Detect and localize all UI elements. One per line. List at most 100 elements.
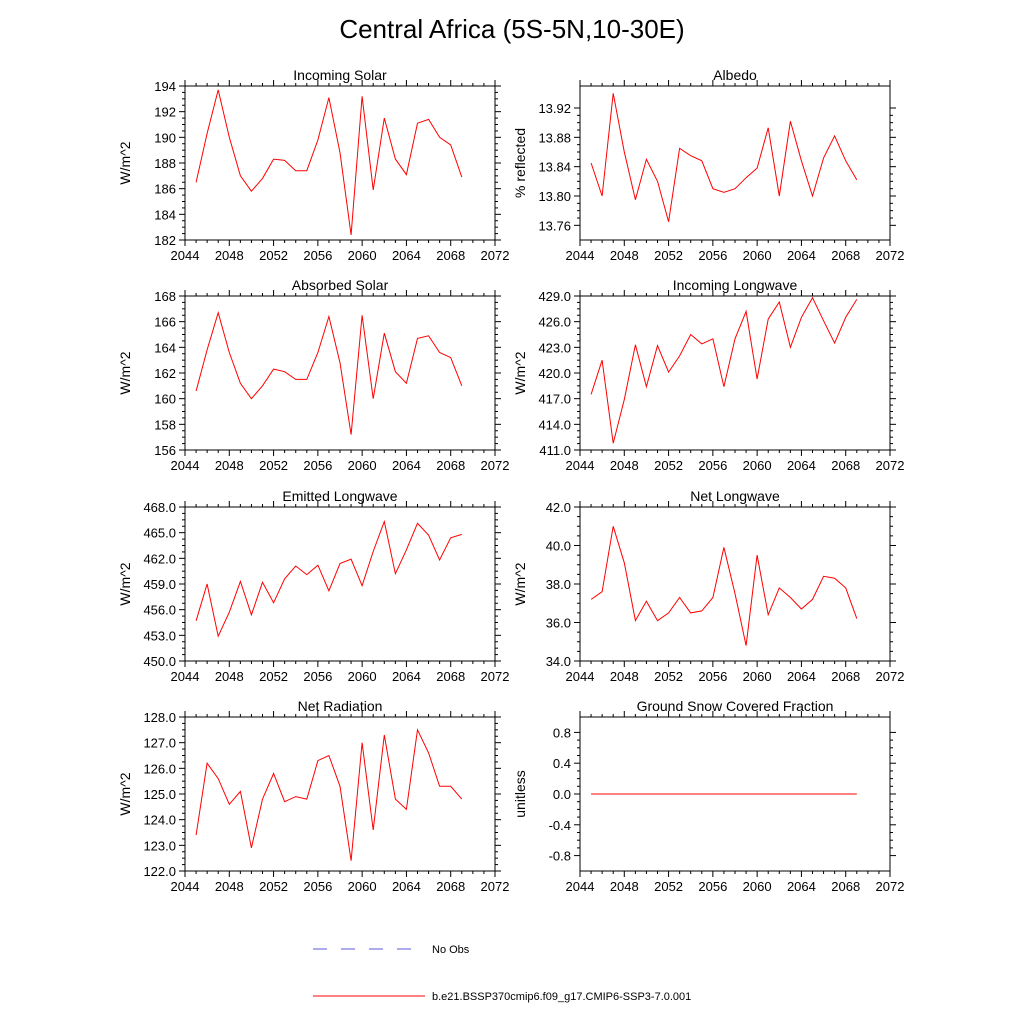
- plot-frame: [184, 85, 496, 241]
- x-tick-label: 2064: [392, 458, 421, 473]
- series-line: [590, 526, 858, 646]
- y-tick-label: 38.0: [546, 577, 571, 592]
- x-tick-label: 2052: [654, 879, 683, 894]
- y-tick-label: 417.0: [538, 392, 571, 407]
- y-tick-label: 188: [154, 156, 176, 171]
- y-tick-label: 0.0: [553, 787, 571, 802]
- legend: No Obs b.e21.BSSP370cmip6.f09_g17.CMIP6-…: [313, 944, 691, 1003]
- x-tick-label: 2064: [392, 248, 421, 263]
- y-tick-label: 128.0: [143, 710, 176, 725]
- series-line: [590, 296, 858, 444]
- x-tick-label: 2044: [566, 458, 595, 473]
- y-tick-label: 42.0: [546, 500, 571, 515]
- y-axis-label: % reflected: [512, 128, 528, 198]
- chart-panel: Ground Snow Covered Fraction unitless 2044…: [512, 698, 904, 894]
- chart-panel: Emitted Longwave W/m^2 2044 2048 2052 2056 206…: [117, 488, 509, 684]
- series-line: [195, 310, 463, 435]
- x-tick-label: 2048: [215, 458, 244, 473]
- x-tick-label: 2052: [654, 248, 683, 263]
- x-tick-label: 2044: [171, 248, 200, 263]
- y-axis-label: W/m^2: [117, 141, 133, 184]
- y-tick-label: 468.0: [143, 500, 176, 515]
- y-tick-label: 162: [154, 366, 176, 381]
- y-tick-label: 168: [154, 289, 176, 304]
- x-tick-label: 2044: [566, 248, 595, 263]
- y-tick-label: 182: [154, 233, 176, 248]
- y-tick-label: 160: [154, 392, 176, 407]
- x-tick-label: 2052: [259, 248, 288, 263]
- x-tick-label: 2064: [392, 669, 421, 684]
- chart-panel: Incoming Longwave W/m^2 2044 2048 2052 2056 20…: [512, 277, 904, 473]
- y-tick-label: 122.0: [143, 864, 176, 879]
- x-tick-label: 2072: [876, 669, 905, 684]
- y-tick-label: 453.0: [143, 628, 176, 643]
- x-tick-label: 2068: [831, 458, 860, 473]
- plot-frame: [184, 295, 496, 451]
- y-tick-label: 13.84: [538, 160, 571, 175]
- x-tick-label: 2044: [171, 879, 200, 894]
- x-tick-label: 2056: [698, 669, 727, 684]
- chart-panels: Incoming Solar W/m^2 2044 2048 2052 2056 2060 2…: [117, 67, 904, 894]
- y-tick-label: 13.80: [538, 189, 571, 204]
- chart-panel: Albedo % reflected 2044 2048 2052 2056 2060 206…: [512, 67, 904, 263]
- plot-frame: [184, 716, 496, 872]
- panel-title: Albedo: [713, 67, 757, 83]
- y-tick-label: 34.0: [546, 654, 571, 669]
- y-tick-label: 13.76: [538, 218, 571, 233]
- x-tick-label: 2060: [348, 248, 377, 263]
- y-tick-label: 194: [154, 79, 176, 94]
- y-tick-label: 158: [154, 417, 176, 432]
- x-tick-label: 2044: [171, 669, 200, 684]
- y-tick-label: 462.0: [143, 551, 176, 566]
- panel-title: Net Radiation: [298, 698, 383, 714]
- y-tick-label: 186: [154, 182, 176, 197]
- x-tick-label: 2048: [610, 879, 639, 894]
- panel-title: Incoming Solar: [293, 67, 387, 83]
- y-tick-label: 124.0: [143, 813, 176, 828]
- y-axis-label: W/m^2: [117, 562, 133, 605]
- y-axis-label: W/m^2: [512, 351, 528, 394]
- x-tick-label: 2064: [787, 879, 816, 894]
- panel-title: Incoming Longwave: [673, 277, 798, 293]
- x-tick-label: 2044: [171, 458, 200, 473]
- x-tick-label: 2044: [566, 669, 595, 684]
- x-tick-label: 2056: [698, 248, 727, 263]
- x-tick-label: 2060: [348, 669, 377, 684]
- plot-frame: [184, 506, 496, 662]
- x-tick-label: 2056: [303, 248, 332, 263]
- x-tick-label: 2072: [876, 879, 905, 894]
- x-tick-label: 2068: [436, 248, 465, 263]
- panel-title: Emitted Longwave: [282, 488, 397, 504]
- plot-frame: [579, 295, 891, 451]
- page-title: Central Africa (5S-5N,10-30E): [339, 14, 685, 44]
- y-tick-label: 456.0: [143, 603, 176, 618]
- x-tick-label: 2068: [436, 458, 465, 473]
- x-tick-label: 2068: [436, 669, 465, 684]
- y-tick-label: 126.0: [143, 761, 176, 776]
- x-tick-label: 2052: [654, 669, 683, 684]
- x-tick-label: 2056: [303, 458, 332, 473]
- chart-panel: Net Radiation W/m^2 2044 2048 2052 2056 2060 20…: [117, 698, 509, 894]
- x-tick-label: 2064: [787, 669, 816, 684]
- chart-panel: Absorbed Solar W/m^2 2044 2048 2052 2056 2060 2…: [117, 277, 509, 473]
- x-tick-label: 2048: [610, 248, 639, 263]
- y-tick-label: 414.0: [538, 417, 571, 432]
- x-tick-label: 2060: [743, 879, 772, 894]
- y-tick-label: 459.0: [143, 577, 176, 592]
- y-tick-label: 429.0: [538, 289, 571, 304]
- y-tick-label: 192: [154, 105, 176, 120]
- series-line: [195, 519, 462, 638]
- legend-model-label: b.e21.BSSP370cmip6.f09_g17.CMIP6-SSP3-7.…: [432, 991, 691, 1003]
- y-axis-label: unitless: [512, 770, 528, 817]
- y-tick-label: 13.88: [538, 130, 571, 145]
- x-tick-label: 2068: [831, 879, 860, 894]
- y-tick-label: 0.8: [553, 725, 571, 740]
- x-tick-label: 2048: [215, 248, 244, 263]
- y-tick-label: 166: [154, 315, 176, 330]
- y-tick-label: 0.4: [553, 756, 571, 771]
- y-tick-label: 184: [154, 207, 176, 222]
- x-tick-label: 2072: [481, 669, 510, 684]
- y-tick-label: 36.0: [546, 616, 571, 631]
- y-tick-label: -0.8: [549, 849, 571, 864]
